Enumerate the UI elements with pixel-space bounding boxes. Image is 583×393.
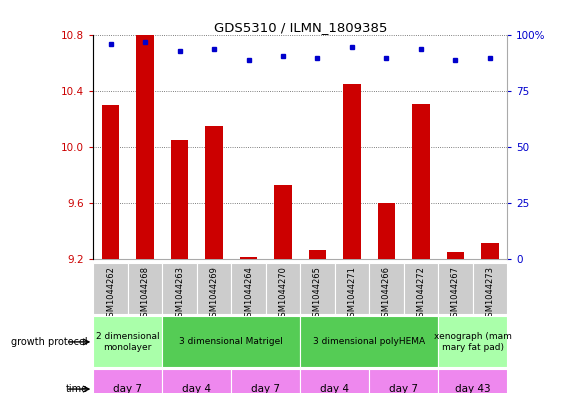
Text: GSM1044273: GSM1044273 bbox=[486, 266, 494, 322]
Text: 3 dimensional polyHEMA: 3 dimensional polyHEMA bbox=[313, 338, 425, 346]
Bar bbox=[162, 263, 196, 314]
Bar bbox=[438, 369, 507, 393]
Text: GSM1044268: GSM1044268 bbox=[141, 266, 149, 322]
Bar bbox=[343, 84, 361, 259]
Text: day 7: day 7 bbox=[389, 384, 418, 393]
Bar bbox=[447, 252, 464, 259]
Bar bbox=[136, 35, 154, 259]
Text: GSM1044269: GSM1044269 bbox=[209, 266, 219, 322]
Bar bbox=[231, 263, 266, 314]
Bar bbox=[93, 263, 128, 314]
Bar bbox=[93, 369, 162, 393]
Text: GSM1044265: GSM1044265 bbox=[313, 266, 322, 322]
Bar bbox=[482, 242, 498, 259]
Text: time: time bbox=[65, 384, 87, 393]
Bar bbox=[438, 316, 507, 367]
Bar bbox=[473, 263, 507, 314]
Text: GSM1044270: GSM1044270 bbox=[279, 266, 287, 322]
Bar bbox=[171, 140, 188, 259]
Text: day 43: day 43 bbox=[455, 384, 490, 393]
Bar bbox=[266, 263, 300, 314]
Bar bbox=[240, 257, 257, 259]
Bar bbox=[102, 105, 119, 259]
Bar bbox=[275, 185, 292, 259]
Text: growth protocol: growth protocol bbox=[11, 337, 87, 347]
Bar bbox=[378, 204, 395, 259]
Bar bbox=[309, 250, 326, 259]
Text: GSM1044263: GSM1044263 bbox=[175, 266, 184, 322]
Text: GSM1044262: GSM1044262 bbox=[106, 266, 115, 322]
Text: day 4: day 4 bbox=[182, 384, 211, 393]
Text: GSM1044271: GSM1044271 bbox=[347, 266, 356, 322]
Text: day 7: day 7 bbox=[251, 384, 280, 393]
Text: 2 dimensional
monolayer: 2 dimensional monolayer bbox=[96, 332, 160, 352]
Bar bbox=[205, 127, 223, 259]
Bar bbox=[369, 263, 403, 314]
Bar bbox=[438, 263, 473, 314]
Bar bbox=[300, 263, 335, 314]
Bar bbox=[369, 369, 438, 393]
Bar bbox=[412, 104, 430, 259]
Text: day 4: day 4 bbox=[320, 384, 349, 393]
Text: GSM1044264: GSM1044264 bbox=[244, 266, 253, 322]
Bar bbox=[300, 316, 438, 367]
Bar bbox=[403, 263, 438, 314]
Bar bbox=[300, 369, 369, 393]
Text: GSM1044272: GSM1044272 bbox=[416, 266, 426, 322]
Bar bbox=[162, 369, 231, 393]
Text: day 7: day 7 bbox=[113, 384, 142, 393]
Text: GSM1044266: GSM1044266 bbox=[382, 266, 391, 322]
Text: 3 dimensional Matrigel: 3 dimensional Matrigel bbox=[180, 338, 283, 346]
Text: GSM1044267: GSM1044267 bbox=[451, 266, 460, 322]
Bar bbox=[196, 263, 231, 314]
Text: xenograph (mam
mary fat pad): xenograph (mam mary fat pad) bbox=[434, 332, 512, 352]
Bar bbox=[231, 369, 300, 393]
Bar bbox=[162, 316, 300, 367]
Title: GDS5310 / ILMN_1809385: GDS5310 / ILMN_1809385 bbox=[213, 21, 387, 34]
Bar bbox=[335, 263, 369, 314]
Bar bbox=[93, 316, 162, 367]
Bar bbox=[128, 263, 162, 314]
